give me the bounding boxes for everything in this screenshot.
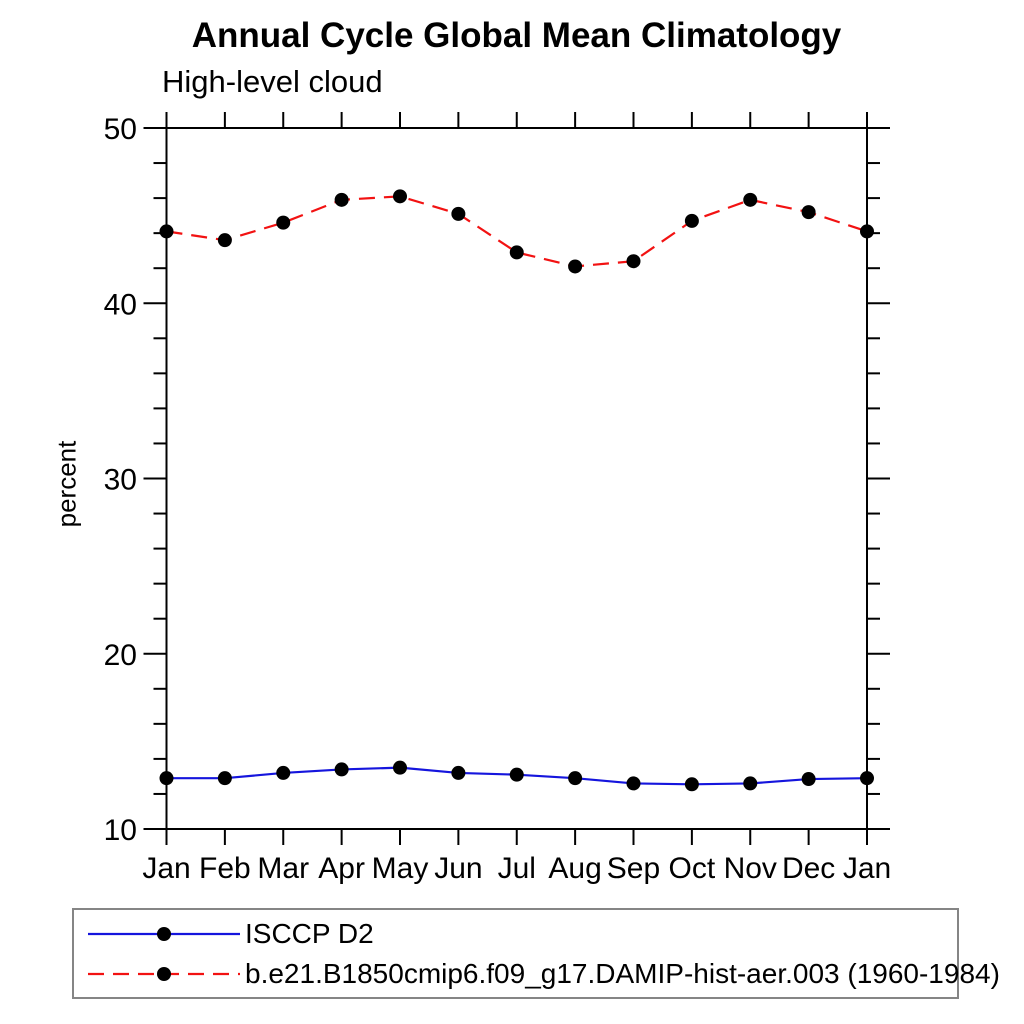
x-tick-labels: Jan Feb Mar Apr May Jun Jul Aug Sep Oct Nov Dec Jan: [142, 852, 891, 885]
svg-text:Sep: Sep: [607, 852, 660, 885]
svg-text:Apr: Apr: [318, 852, 365, 885]
svg-text:30: 30: [104, 464, 137, 497]
axis-frame: [143, 112, 890, 845]
svg-text:40: 40: [104, 288, 137, 321]
svg-text:Jan: Jan: [142, 852, 190, 885]
svg-text:Jan: Jan: [843, 852, 891, 885]
svg-text:Jun: Jun: [434, 852, 482, 885]
legend-item-isccp-d2: ISCCP D2: [74, 914, 957, 954]
legend-label-isccp-d2: ISCCP D2: [245, 917, 374, 949]
legend-line-sample-dashed: [88, 966, 240, 981]
svg-text:Oct: Oct: [669, 852, 716, 885]
svg-text:20: 20: [104, 639, 137, 672]
legend-label-model-run: b.e21.B1850cmip6.f09_g17.DAMIP-hist-aer.…: [245, 957, 1000, 989]
svg-text:Feb: Feb: [199, 852, 251, 885]
svg-text:Jul: Jul: [498, 852, 536, 885]
series-markers: [159, 189, 874, 274]
y-tick-labels: 10 20 30 40 50: [104, 113, 137, 847]
chart-subtitle: High-level cloud: [162, 64, 383, 99]
chart-title: Annual Cycle Global Mean Climatology: [191, 16, 842, 55]
svg-text:Mar: Mar: [257, 852, 309, 885]
svg-text:Dec: Dec: [782, 852, 835, 885]
svg-text:50: 50: [104, 113, 137, 146]
series-markers: [159, 760, 874, 792]
legend: ISCCP D2 b.e21.B1850cmip6.f09_g17.DAMIP-…: [72, 908, 1000, 999]
legend-line-sample-solid: [88, 926, 240, 941]
y-axis-ticks: [143, 127, 890, 830]
svg-text:May: May: [372, 852, 429, 885]
x-axis-ticks: [165, 112, 868, 845]
svg-text:10: 10: [104, 814, 137, 847]
svg-text:Nov: Nov: [724, 852, 777, 885]
svg-text:Aug: Aug: [548, 852, 601, 885]
legend-item-model-run: b.e21.B1850cmip6.f09_g17.DAMIP-hist-aer.…: [74, 954, 1000, 994]
